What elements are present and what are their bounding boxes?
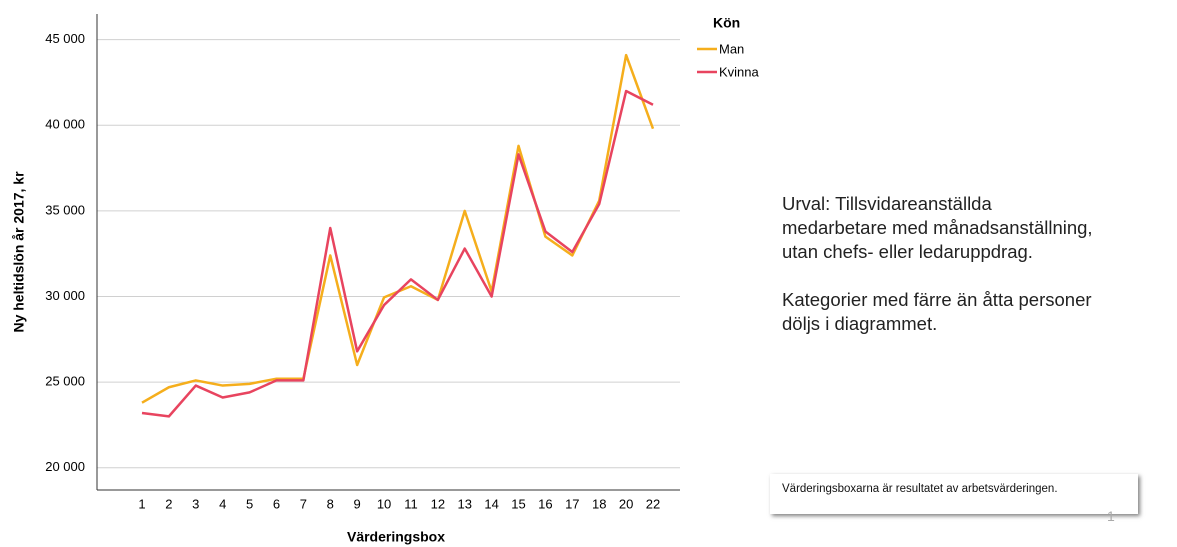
legend-title: Kön [713,15,740,31]
x-tick-label: 8 [327,496,334,511]
x-tick-label: 17 [565,496,579,511]
y-tick-label: 25 000 [45,374,85,389]
text-line: Kategorier med färre än åtta personer [782,289,1092,310]
x-tick-label: 10 [377,496,391,511]
y-tick-label: 35 000 [45,202,85,217]
y-tick-label: 20 000 [45,459,85,474]
x-tick-label: 15 [511,496,525,511]
legend-label: Man [719,41,744,56]
y-axis-label: Ny heltidslön år 2017, kr [11,171,27,333]
x-tick-label: 6 [273,496,280,511]
x-tick-label: 7 [300,496,307,511]
y-tick-label: 45 000 [45,31,85,46]
side-text: Urval: Tillsvidareanställda medarbetare m… [782,192,1093,360]
x-tick-label: 3 [192,496,199,511]
x-axis-label: Värderingsbox [347,529,445,545]
text-line: Urval: Tillsvidareanställda [782,193,992,214]
paragraph: Kategorier med färre än åtta personer döl… [782,288,1093,336]
note: Värderingsboxarna är resultatet av arbet… [770,474,1138,514]
y-tick-label: 30 000 [45,288,85,303]
x-tick-label: 12 [431,496,445,511]
x-tick-label: 18 [592,496,606,511]
line-series [141,89,654,418]
x-tick-label: 16 [538,496,552,511]
x-tick-label: 22 [646,496,660,511]
x-tick-label: 11 [404,496,418,511]
page-number: 1 [1107,508,1115,524]
x-tick-label: 4 [219,496,226,511]
x-tick-label: 1 [138,496,145,511]
x-tick-label: 9 [354,496,361,511]
text-line: döljs i diagrammet. [782,313,938,334]
paragraph: Urval: Tillsvidareanställda medarbetare m… [782,192,1093,264]
y-tick-label: 40 000 [45,117,85,132]
x-tick-label: 2 [165,496,172,511]
text-line: utan chefs- eller ledaruppdrag. [782,241,1033,262]
x-tick-label: 20 [619,496,633,511]
x-tick-label: 14 [484,496,498,511]
x-tick-label: 13 [458,496,472,511]
text-line: medarbetare med månadsanställning, [782,217,1093,238]
x-tick-label: 5 [246,496,253,511]
line-series [141,53,655,404]
legend-label: Kvinna [719,64,760,79]
